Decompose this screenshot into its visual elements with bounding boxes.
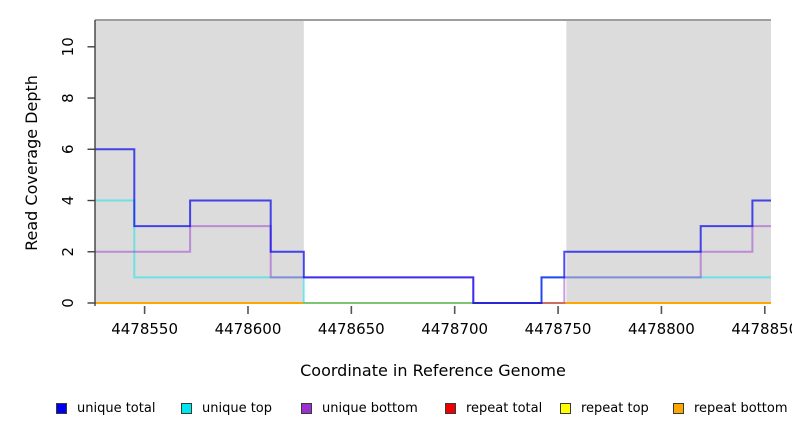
legend-label: unique total bbox=[77, 401, 156, 416]
shaded-region bbox=[566, 21, 771, 304]
x-tick-label: 4478800 bbox=[628, 320, 695, 338]
legend-label: repeat total bbox=[466, 401, 543, 416]
legend-item-repeat-top: repeat top bbox=[560, 400, 649, 417]
y-tick-label: 8 bbox=[59, 93, 77, 103]
legend-item-repeat-bottom: repeat bottom bbox=[673, 400, 788, 417]
axes: 0 2 4 6 8 10 4478550 4478600 4478650 4478700 44787… bbox=[59, 20, 792, 338]
x-tick-label: 4478700 bbox=[421, 320, 488, 338]
repeat-total-swatch-icon bbox=[445, 403, 456, 414]
x-tick-label: 4478600 bbox=[215, 320, 282, 338]
y-tick-label: 0 bbox=[59, 298, 77, 308]
legend-item-unique-bottom: unique bottom bbox=[301, 400, 418, 417]
legend-label: unique top bbox=[202, 401, 273, 416]
y-tick-label: 10 bbox=[59, 37, 77, 56]
repeat-top-swatch-icon bbox=[560, 403, 571, 414]
series-unique-total bbox=[95, 148, 771, 304]
y-tick-label: 2 bbox=[59, 247, 77, 257]
shaded-repeat-regions bbox=[95, 21, 771, 304]
x-tick-label: 4478550 bbox=[111, 320, 178, 338]
legend-label: unique bottom bbox=[322, 401, 418, 416]
shaded-region bbox=[95, 21, 304, 304]
x-tick-label: 4478850 bbox=[731, 320, 792, 338]
unique-total-swatch-icon bbox=[56, 403, 67, 414]
unique-top-swatch-icon bbox=[181, 403, 192, 414]
x-tick-label: 4478650 bbox=[318, 320, 385, 338]
coverage-step-lines bbox=[95, 148, 771, 304]
unique-bottom-swatch-icon bbox=[301, 403, 312, 414]
y-tick-label: 6 bbox=[59, 145, 77, 155]
legend-label: repeat top bbox=[581, 401, 649, 416]
repeat-bottom-swatch-icon bbox=[673, 403, 684, 414]
y-axis-title: Read Coverage Depth bbox=[22, 75, 41, 251]
x-axis-title: Coordinate in Reference Genome bbox=[300, 361, 566, 380]
coverage-plot-canvas: 0 2 4 6 8 10 4478550 4478600 4478650 4478700 44787… bbox=[22, 19, 792, 380]
legend-item-unique-top: unique top bbox=[181, 400, 272, 417]
legend-item-repeat-total: repeat total bbox=[445, 400, 542, 417]
x-tick-label: 4478750 bbox=[525, 320, 592, 338]
legend-item-unique-total: unique total bbox=[56, 400, 155, 417]
legend-label: repeat bottom bbox=[694, 401, 788, 416]
y-tick-label: 4 bbox=[59, 196, 77, 206]
